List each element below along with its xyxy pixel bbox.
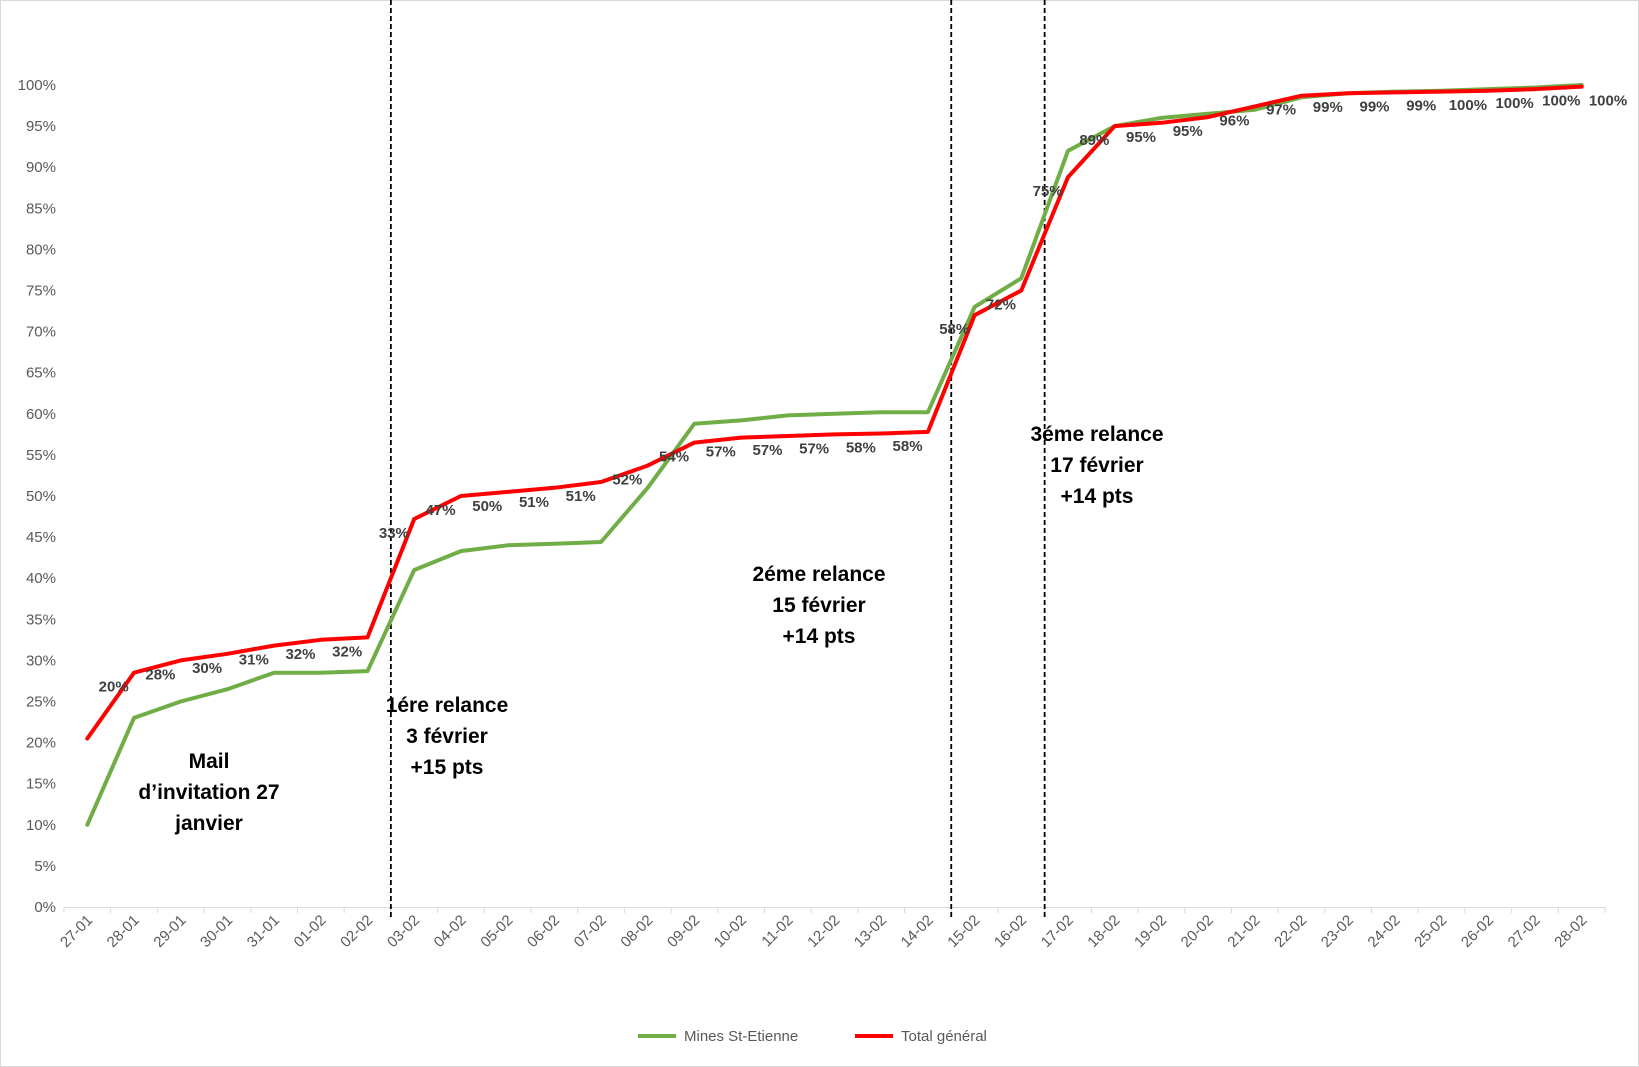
data-label: 47% [426,502,456,519]
data-label: 54% [659,449,689,466]
y-tick-label: 85% [26,200,56,217]
series-line-total-general [85,84,1584,741]
y-tick-label: 30% [26,652,56,669]
annotation-line: 17 février [1050,454,1143,477]
data-label: 100% [1542,93,1580,110]
series-lines [85,83,1584,827]
annotations: Mail d’invitation 27 janvier 1ére relance 3 … [138,423,1163,835]
y-tick-label: 25% [26,694,56,711]
data-label: 99% [1406,98,1436,115]
annotation-line: janvier [174,812,243,835]
y-tick-label: 90% [26,159,56,176]
y-tick-label: 60% [26,406,56,423]
data-label: 75% [1033,183,1063,200]
data-label: 33% [379,525,409,542]
annotation-line: d’invitation 27 [138,781,279,804]
data-labels: 20% 28% 30% 31% 32% 32% 33% 47% 50% 51% 51% 52% 54% 5… [99,93,1628,696]
y-tick-label: 75% [26,283,56,300]
data-label: 99% [1313,99,1343,116]
legend: Mines St-Etienne Total général [638,1028,987,1045]
data-label: 72% [986,297,1016,314]
annotation-line: +14 pts [783,625,856,648]
annotation-line: +14 pts [1061,485,1134,508]
x-axis [63,907,1606,913]
legend-entry: Total général [901,1028,987,1045]
reference-lines [389,0,1046,917]
data-label: 31% [239,652,269,669]
data-label: 100% [1449,97,1487,114]
data-label: 57% [799,440,829,457]
data-label: 89% [1079,132,1109,149]
y-tick-label: 20% [26,735,56,752]
data-label: 32% [285,646,315,663]
data-label: 32% [332,643,362,660]
y-tick-label: 0% [34,899,56,916]
y-tick-label: 45% [26,529,56,546]
annotation-line: 1ére relance [386,694,509,717]
data-label: 58% [846,440,876,457]
y-tick-label: 55% [26,447,56,464]
data-label: 51% [566,488,596,505]
data-label: 99% [1359,98,1389,115]
y-axis: 0% 5% 10% 15% 20% 25% 30% 35% 40% 45% 50% 55% 60% 65%… [18,77,56,916]
annotation-line: 3 février [406,725,488,748]
y-tick-label: 10% [26,817,56,834]
data-label: 51% [519,494,549,511]
data-label: 50% [472,498,502,515]
data-label: 100% [1495,95,1533,112]
y-tick-label: 70% [26,324,56,341]
y-tick-label: 35% [26,611,56,628]
data-label: 96% [1219,112,1249,129]
y-tick-label: 15% [26,776,56,793]
annotation-line: 15 février [772,594,865,617]
data-label: 95% [1126,129,1156,146]
annotation-line: 3éme relance [1030,423,1163,446]
annotation-line: Mail [189,750,230,773]
annotation-1: Mail d’invitation 27 janvier [138,750,279,835]
data-label: 57% [706,444,736,461]
data-label: 100% [1589,93,1627,110]
data-label: 28% [145,666,175,683]
y-tick-label: 100% [18,77,56,94]
annotation-3: 2éme relance 15 février +14 pts [752,563,885,648]
y-tick-label: 80% [26,241,56,258]
data-label: 52% [612,472,642,489]
data-label: 58% [939,321,969,338]
annotation-2: 1ére relance 3 février +15 pts [386,694,509,779]
annotation-line: +15 pts [411,756,484,779]
data-label: 57% [752,442,782,459]
annotation-line: 2éme relance [752,563,885,586]
data-label: 20% [99,679,129,696]
data-label: 58% [893,438,923,455]
y-tick-label: 5% [34,858,56,875]
data-label: 97% [1266,102,1296,119]
data-label: 95% [1173,123,1203,140]
y-tick-label: 65% [26,365,56,382]
y-tick-label: 40% [26,570,56,587]
legend-entry: Mines St-Etienne [684,1028,798,1045]
data-label: 30% [192,660,222,677]
y-tick-label: 95% [26,118,56,135]
annotation-4: 3éme relance 17 février +14 pts [1030,423,1163,508]
y-tick-label: 50% [26,488,56,505]
